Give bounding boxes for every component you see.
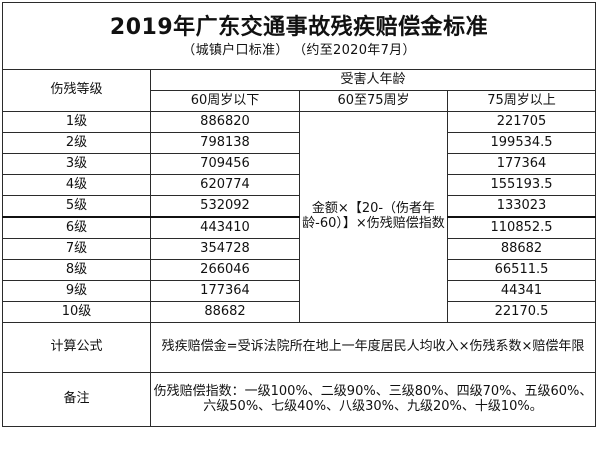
over75-cell: 199534.5 [446,132,597,154]
under60-cell: 709456 [150,153,300,175]
age-group-header: 受害人年龄 [149,69,597,91]
table-row: 5级 532092 133023 [2,195,597,218]
over75-cell: 133023 [446,195,597,218]
under60-cell: 177364 [150,280,300,302]
age-over-75-header: 75周岁以上 [446,90,597,112]
over75-cell: 155193.5 [446,174,597,196]
under60-cell: 798138 [150,132,300,154]
age-60-75-formula-cell: 金额×【20-（伤者年龄-60）】×伤残赔偿指数 [299,111,448,323]
over75-cell: 66511.5 [446,259,597,281]
formula-text: 残疾赔偿金=受诉法院所在地上一年度居民人均收入×伤残系数×赔偿年限 [149,322,597,373]
table-row: 7级 354728 88682 [2,238,597,260]
under60-cell: 532092 [150,195,300,218]
table-row: 8级 266046 66511.5 [2,259,597,281]
notes-label: 备注 [2,372,151,427]
grade-cell: 2级 [2,132,151,154]
table-row: 2级 798138 199534.5 [2,132,597,154]
grade-cell: 7级 [2,238,151,260]
over75-cell: 88682 [446,238,597,260]
header-row-1: 伤残等级 受害人年龄 [2,69,597,112]
notes-row: 备注 伤残赔偿指数：一级100%、二级90%、三级80%、四级70%、五级60%… [2,372,597,427]
table-row: 9级 177364 44341 [2,280,597,302]
over75-cell: 221705 [446,111,597,133]
over75-cell: 110852.5 [446,216,597,239]
notes-text: 伤残赔偿指数：一级100%、二级90%、三级80%、四级70%、五级60%、六级… [149,372,597,427]
grade-cell: 3级 [2,153,151,175]
grade-cell: 5级 [2,195,151,218]
over75-cell: 177364 [446,153,597,175]
title-row: 2019年广东交通事故残疾赔偿金标准 （城镇户口标准） （约至2020年7月） [1,2,597,70]
formula-row: 计算公式 残疾赔偿金=受诉法院所在地上一年度居民人均收入×伤残系数×赔偿年限 [2,322,597,373]
page-subtitle: （城镇户口标准） （约至2020年7月） [182,43,416,59]
grade-column-header: 伤残等级 [2,69,151,112]
formula-label: 计算公式 [2,322,151,373]
table-row: 3级 709456 177364 [2,153,597,175]
over75-cell: 22170.5 [446,301,597,323]
page-title: 2019年广东交通事故残疾赔偿金标准 [109,14,489,40]
table-row: 4级 620774 155193.5 [2,174,597,196]
age-under-60-header: 60周岁以下 [150,90,300,112]
compensation-table: 2019年广东交通事故残疾赔偿金标准 （城镇户口标准） （约至2020年7月） … [1,2,597,427]
table-row: 6级 443410 110852.5 [2,216,597,239]
over75-cell: 44341 [446,280,597,302]
under60-cell: 88682 [150,301,300,323]
grade-cell: 9级 [2,280,151,302]
table-row: 1级 886820 金额×【20-（伤者年龄-60）】×伤残赔偿指数 22170… [2,111,597,323]
table-row: 10级 88682 22170.5 [2,301,597,323]
under60-cell: 886820 [150,111,300,133]
under60-cell: 354728 [150,238,300,260]
grade-cell: 6级 [2,216,151,239]
grade-cell: 10级 [2,301,151,323]
grade-cell: 4级 [2,174,151,196]
under60-cell: 266046 [150,259,300,281]
age-60-75-header: 60至75周岁 [299,90,448,112]
under60-cell: 620774 [150,174,300,196]
grade-cell: 1级 [2,111,151,133]
under60-cell: 443410 [150,216,300,239]
title-cell: 2019年广东交通事故残疾赔偿金标准 （城镇户口标准） （约至2020年7月） [1,2,597,70]
grade-cell: 8级 [2,259,151,281]
